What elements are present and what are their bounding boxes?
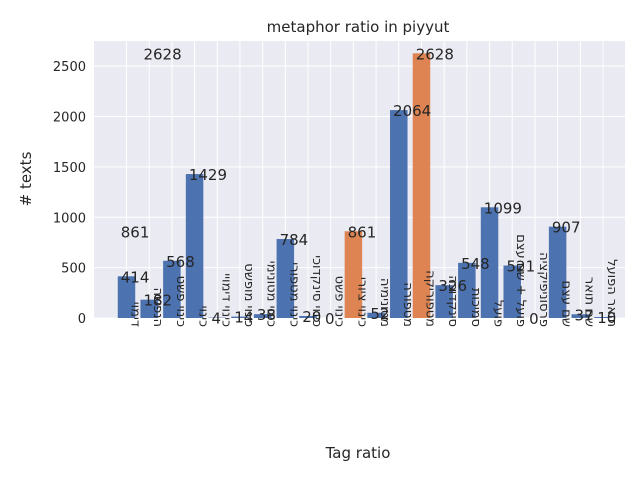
x-tick-label: כינוי מטונימי [264, 261, 279, 327]
x-tick-label: כינוי סינקדוכי [309, 255, 324, 327]
bar [344, 231, 363, 318]
bar [367, 312, 385, 318]
bar-value-label: 414 [121, 268, 150, 286]
bar [571, 314, 590, 318]
bar-value-label: 14 [234, 309, 253, 327]
y-tick-label: 1000 [53, 211, 86, 226]
annotation-label: 2628 [143, 45, 181, 63]
bar-value-label: 52 [370, 305, 389, 323]
x-tick-label: כינוי פשט [173, 276, 188, 327]
bar [231, 316, 249, 318]
bar-value-label: 2064 [393, 102, 431, 120]
bar-value-label: 38 [257, 306, 276, 324]
bar [390, 110, 408, 318]
x-tick-label: פועל [491, 300, 506, 327]
y-tick-label: 0 [78, 312, 86, 327]
y-tick-labels: 0 500 1000 1500 2000 2500 [53, 60, 86, 327]
bar-value-label: 521 [506, 258, 535, 276]
bar [185, 174, 204, 318]
bar-value-label: 907 [552, 219, 581, 237]
y-tick-label: 2500 [53, 60, 86, 75]
x-tick-label: כינוי ציורי [354, 277, 369, 327]
x-tick-label: כינוי פשט [332, 276, 347, 327]
x-tick-label: שם תואר [581, 277, 596, 327]
bar [548, 226, 567, 318]
x-tick-label: שם עצם [559, 281, 574, 327]
bar-value-label: 0 [529, 310, 539, 328]
bar [412, 53, 431, 318]
bar [253, 314, 272, 318]
bar-value-label: 37 [575, 306, 594, 324]
x-axis-label: Tag ratio [325, 444, 391, 462]
x-tick-label: כינוי מטפורי [286, 262, 301, 327]
bar-value-label: 182 [143, 292, 172, 310]
bar-value-label: 861 [348, 223, 377, 241]
annotation-label: 861 [121, 223, 150, 241]
y-tick-label: 1500 [53, 161, 86, 176]
x-tick-label: סמיכות [468, 288, 483, 327]
y-axis-label: # texts [17, 151, 35, 206]
bar-value-label: 1429 [189, 166, 227, 184]
x-tick-label: מטפורה [400, 282, 415, 327]
bar [299, 315, 317, 318]
x-tick-label: כינוי מופשט [241, 263, 256, 327]
bar [458, 262, 476, 318]
bar-value-label: 548 [461, 255, 490, 273]
y-tick-label: 500 [61, 262, 86, 277]
bar-value-label: 0 [325, 310, 335, 328]
x-tick-label: הנפשה [150, 287, 165, 327]
bar [435, 285, 453, 318]
bar-value-label: 10 [597, 309, 616, 327]
bar-value-label: 784 [280, 231, 309, 249]
x-tick-label: מטפוריקה [422, 270, 437, 327]
bar [140, 299, 158, 318]
x-tick-label: תואר הפועל [604, 259, 619, 327]
x-tick-label: סינקדוכה [445, 275, 460, 327]
bar [276, 239, 295, 318]
bar-value-label: 1099 [484, 199, 522, 217]
bar-value-label: 20 [302, 308, 321, 326]
x-tick-label: כינוי [196, 306, 211, 328]
bar-value-label: 568 [166, 253, 195, 271]
bar-value-label: 2628 [416, 45, 454, 63]
bar [163, 260, 181, 318]
bar-value-label: 326 [438, 277, 467, 295]
bar [594, 316, 612, 318]
x-tick-label: כינוי דימויי [218, 273, 233, 327]
bars [117, 53, 612, 318]
bar [480, 207, 499, 318]
x-tick-label: פועל + שם עצם [513, 234, 528, 327]
chart-title: metaphor ratio in piyyut [267, 18, 450, 36]
bar-value-label: 4 [212, 310, 222, 328]
y-tick-label: 2000 [53, 111, 86, 126]
x-tick-label: מטונימיה [377, 278, 392, 327]
bar [503, 265, 521, 318]
x-tick-label: דימוי [128, 302, 143, 327]
x-tick-labels: דימוי הנפשה כינוי פשט כינוי כינוי דימויי כינו… [128, 234, 620, 327]
x-tick-label: פרסוניפיקציה [536, 252, 551, 327]
bar [117, 276, 136, 318]
